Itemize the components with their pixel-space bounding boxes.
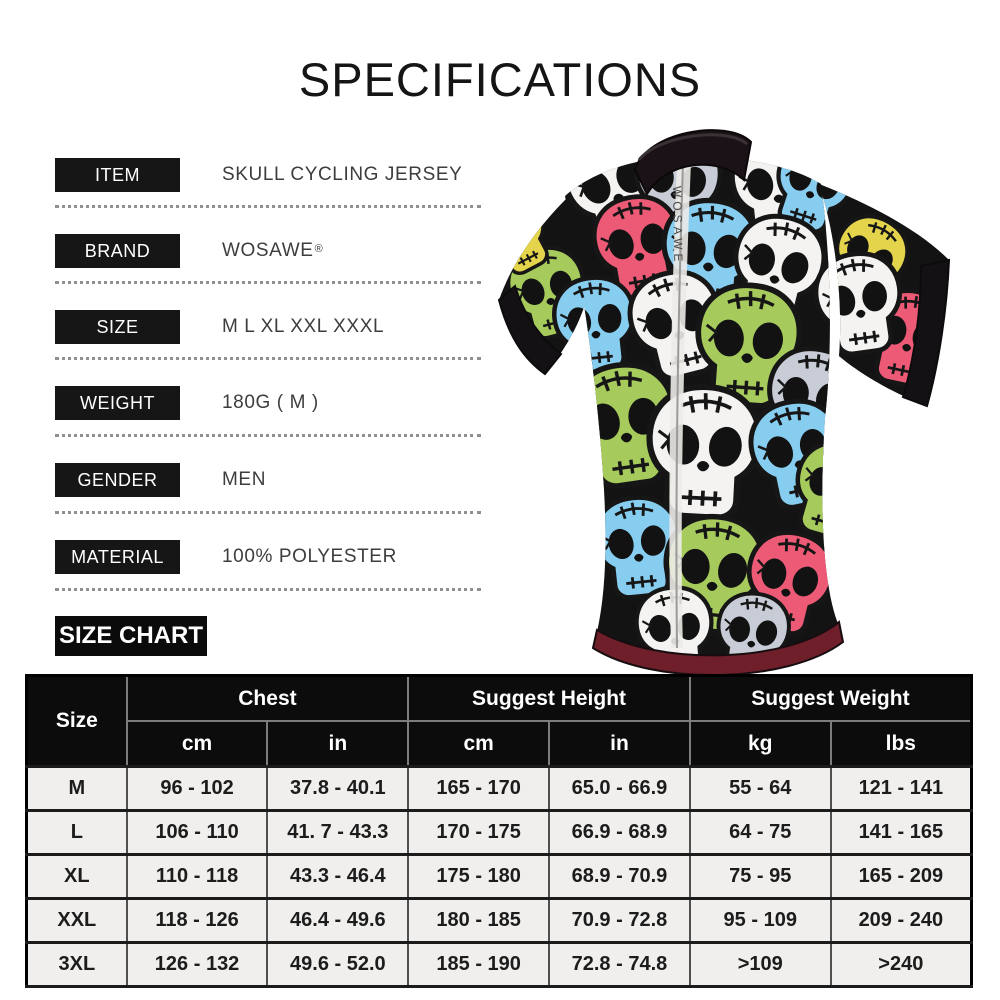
cell: 165 - 170 — [407, 765, 551, 812]
spec-row-weight: WEIGHT 180G ( M ) — [55, 386, 485, 420]
cell: 72.8 - 74.8 — [548, 941, 691, 988]
header-chest-in: in — [266, 720, 410, 768]
spec-label: ITEM — [95, 164, 140, 185]
cell: 65.0 - 66.9 — [548, 765, 691, 812]
spec-value: SKULL CYCLING JERSEY — [222, 164, 463, 185]
spec-label-box: WEIGHT — [55, 386, 180, 420]
cell: 70.9 - 72.8 — [548, 897, 691, 944]
spec-label-box: BRAND — [55, 234, 180, 268]
dotted-divider — [55, 434, 481, 437]
spec-value: MEN — [222, 469, 267, 490]
cell-size: L — [25, 809, 128, 856]
spec-value: 180G ( M ) — [222, 392, 319, 413]
cell: 175 - 180 — [407, 853, 551, 900]
cell-size: XXL — [25, 897, 128, 944]
spec-row-size: SIZE M L XL XXL XXXL — [55, 310, 485, 344]
header-chest: Chest — [125, 674, 410, 722]
cell: 180 - 185 — [407, 897, 551, 944]
header-height-in: in — [548, 720, 691, 768]
size-chart-table: Size Chest Suggest Height Suggest Weight… — [25, 674, 973, 988]
table-header-row-groups: Size Chest Suggest Height Suggest Weight — [25, 674, 973, 768]
jersey-hem — [591, 620, 845, 677]
cell: 185 - 190 — [407, 941, 551, 988]
spec-label: MATERIAL — [71, 546, 164, 567]
cell: 55 - 64 — [688, 765, 832, 812]
spec-label-box: ITEM — [55, 158, 180, 192]
jersey-cuffs — [497, 258, 951, 408]
cell: 64 - 75 — [688, 809, 832, 856]
jersey-zipper: WOSAWE — [669, 161, 691, 649]
table-row: XXL 118 - 126 46.4 - 49.6 180 - 185 70.9… — [25, 897, 973, 944]
header-height-cm: cm — [407, 720, 551, 768]
cell: 66.9 - 68.9 — [548, 809, 691, 856]
spec-row-material: MATERIAL 100% POLYESTER — [55, 540, 485, 574]
cell: 118 - 126 — [125, 897, 269, 944]
jersey-illustration: WOSAWE — [497, 120, 957, 677]
jersey-collar — [633, 129, 753, 197]
spec-label-box: SIZE — [55, 310, 180, 344]
spec-value: WOSAWE ® — [222, 240, 324, 261]
cell: 165 - 209 — [829, 853, 973, 900]
spec-label: BRAND — [84, 240, 151, 261]
table-row: M 96 - 102 37.8 - 40.1 165 - 170 65.0 - … — [25, 765, 973, 812]
spec-value: 100% POLYESTER — [222, 546, 397, 567]
cell: 75 - 95 — [688, 853, 832, 900]
spec-row-item: ITEM SKULL CYCLING JERSEY — [55, 158, 485, 192]
cell: >240 — [829, 941, 973, 988]
registered-mark: ® — [314, 243, 324, 255]
cell: 121 - 141 — [829, 765, 973, 812]
cell-size: M — [25, 765, 128, 812]
dotted-divider — [55, 511, 481, 514]
cell: 96 - 102 — [125, 765, 269, 812]
jersey-collar-text: WOSAWE — [670, 186, 685, 266]
header-size: Size — [25, 674, 128, 768]
spec-label: GENDER — [77, 469, 158, 490]
spec-label: WEIGHT — [80, 392, 155, 413]
spec-label-box: MATERIAL — [55, 540, 180, 574]
spec-label-box: GENDER — [55, 463, 180, 497]
header-suggest-weight: Suggest Weight — [688, 674, 973, 722]
page-title: SPECIFICATIONS — [298, 53, 702, 106]
header-weight-lbs: lbs — [829, 720, 973, 768]
cell: 170 - 175 — [407, 809, 551, 856]
header-chest-cm: cm — [125, 720, 269, 768]
dotted-divider — [55, 588, 481, 591]
cell: 110 - 118 — [125, 853, 269, 900]
table-row: L 106 - 110 41. 7 - 43.3 170 - 175 66.9 … — [25, 809, 973, 856]
header-suggest-height: Suggest Height — [407, 674, 691, 722]
cell: 68.9 - 70.9 — [548, 853, 691, 900]
cell: 49.6 - 52.0 — [266, 941, 410, 988]
cell: 46.4 - 49.6 — [266, 897, 410, 944]
skull-pattern — [499, 120, 957, 676]
cell: 37.8 - 40.1 — [266, 765, 410, 812]
dotted-divider — [55, 281, 481, 284]
dotted-divider — [55, 205, 481, 208]
cell: 126 - 132 — [125, 941, 269, 988]
cell: 95 - 109 — [688, 897, 832, 944]
cell: >109 — [688, 941, 832, 988]
spec-row-gender: GENDER MEN — [55, 463, 485, 497]
table-row: XL 110 - 118 43.3 - 46.4 175 - 180 68.9 … — [25, 853, 973, 900]
table-header-row-units: cm in cm in kg lbs — [27, 720, 973, 768]
header-weight-kg: kg — [688, 720, 832, 768]
size-chart-heading: SIZE CHART — [55, 616, 207, 656]
cell: 43.3 - 46.4 — [266, 853, 410, 900]
spec-label: SIZE — [96, 316, 139, 337]
product-photo-jersey: WOSAWE — [487, 108, 993, 677]
cell-size: 3XL — [25, 941, 128, 988]
dotted-divider — [55, 357, 481, 360]
spec-value: M L XL XXL XXXL — [222, 316, 385, 337]
cell: 141 - 165 — [829, 809, 973, 856]
spec-row-brand: BRAND WOSAWE ® — [55, 234, 485, 268]
cell: 41. 7 - 43.3 — [266, 809, 410, 856]
table-row: 3XL 126 - 132 49.6 - 52.0 185 - 190 72.8… — [25, 941, 973, 988]
cell: 106 - 110 — [125, 809, 269, 856]
cell: 209 - 240 — [829, 897, 973, 944]
cell-size: XL — [25, 853, 128, 900]
